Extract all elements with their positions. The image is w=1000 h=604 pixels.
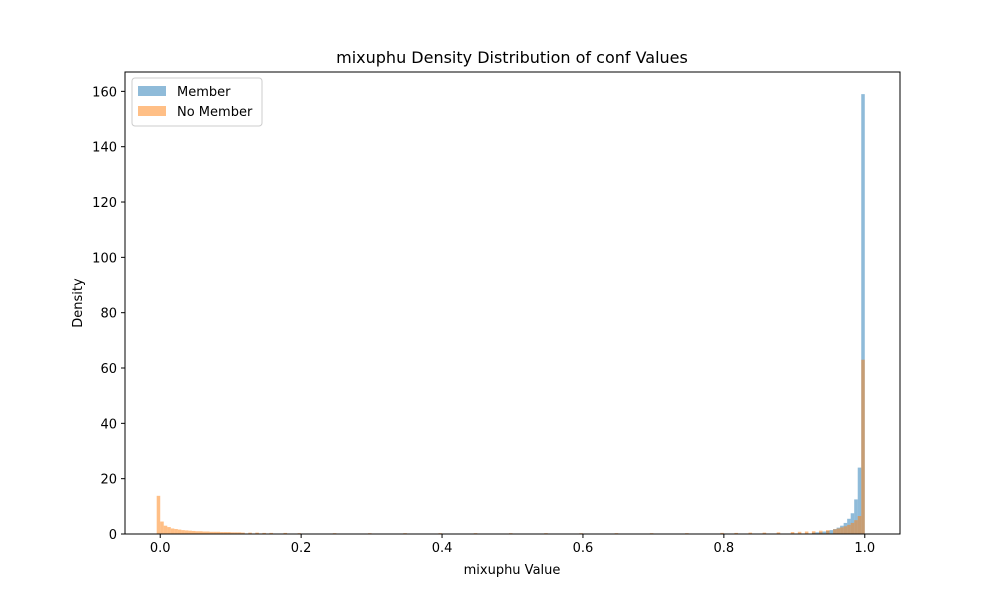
bar-no-member bbox=[177, 529, 182, 534]
bar-no-member bbox=[167, 527, 171, 534]
bar-no-member bbox=[762, 532, 767, 534]
x-axis-ticks: 0.0 0.2 0.4 0.6 0.8 1.0 bbox=[150, 534, 875, 556]
bar-no-member bbox=[220, 532, 224, 534]
bar-no-member bbox=[748, 532, 753, 534]
bar-no-member bbox=[234, 532, 238, 534]
bar-no-member bbox=[797, 531, 802, 534]
y-tick-label: 20 bbox=[100, 473, 117, 488]
bar-no-member bbox=[195, 531, 199, 534]
bar-no-member bbox=[227, 532, 231, 534]
y-tick-label: 60 bbox=[100, 362, 117, 377]
y-tick-label: 40 bbox=[100, 417, 117, 432]
x-tick-label: 0.6 bbox=[573, 541, 594, 556]
y-tick-label: 0 bbox=[109, 528, 117, 543]
bar-no-member bbox=[283, 532, 288, 534]
bar-member bbox=[857, 467, 862, 534]
x-tick-label: 0.2 bbox=[291, 541, 312, 556]
legend: Member No Member bbox=[131, 77, 263, 127]
bar-no-member bbox=[198, 531, 203, 534]
bar-no-member bbox=[170, 528, 175, 534]
bar-no-member bbox=[213, 531, 217, 534]
bar-no-member bbox=[840, 527, 844, 534]
bar-no-member bbox=[790, 532, 795, 534]
bar-no-member bbox=[237, 532, 242, 534]
bar-member bbox=[861, 94, 865, 534]
bar-no-member bbox=[818, 530, 823, 534]
bar-no-member bbox=[836, 528, 841, 534]
bar-no-member bbox=[847, 524, 851, 534]
bar-no-member bbox=[156, 495, 161, 534]
bar-no-member bbox=[854, 520, 858, 534]
legend-label-member: Member bbox=[177, 85, 231, 100]
bar-no-member bbox=[163, 525, 168, 534]
legend-swatch-no-member bbox=[138, 106, 166, 116]
y-tick-label: 160 bbox=[92, 85, 117, 100]
x-tick-label: 0.8 bbox=[714, 541, 735, 556]
legend-label-no-member: No Member bbox=[177, 105, 253, 120]
bar-no-member bbox=[181, 530, 185, 534]
x-tick-label: 0.0 bbox=[150, 541, 171, 556]
bar-no-member bbox=[857, 516, 862, 534]
bar-no-member bbox=[230, 532, 235, 534]
bar-no-member bbox=[811, 531, 816, 534]
bar-no-member bbox=[850, 522, 855, 534]
plot-frame bbox=[124, 71, 901, 535]
y-tick-label: 80 bbox=[100, 307, 117, 322]
bar-no-member bbox=[188, 530, 192, 534]
bar-no-member bbox=[720, 532, 724, 534]
y-tick-label: 140 bbox=[92, 141, 117, 156]
bar-no-member bbox=[223, 532, 228, 534]
bar-no-member bbox=[826, 530, 830, 534]
bar-no-member bbox=[843, 526, 848, 534]
y-tick-label: 120 bbox=[92, 196, 117, 211]
bar-no-member bbox=[174, 529, 178, 534]
bar-no-member bbox=[804, 531, 809, 534]
bar-no-member bbox=[206, 531, 210, 534]
bar-member bbox=[822, 531, 827, 534]
y-axis-ticks: 0 20 40 60 80 100 120 140 160 bbox=[92, 85, 125, 543]
bar-no-member bbox=[833, 529, 837, 534]
bar-no-member bbox=[776, 532, 781, 534]
bar-no-member bbox=[269, 532, 273, 534]
bar-no-member bbox=[861, 359, 865, 534]
y-tick-label: 100 bbox=[92, 251, 117, 266]
bar-member bbox=[829, 530, 834, 534]
x-tick-label: 1.0 bbox=[854, 541, 875, 556]
bar-no-member bbox=[160, 521, 164, 534]
bar-no-member bbox=[184, 530, 189, 534]
bar-member bbox=[815, 532, 819, 534]
bar-no-member bbox=[209, 531, 214, 534]
bar-no-member bbox=[241, 532, 245, 534]
series-no-member-bars bbox=[156, 359, 865, 534]
bar-no-member bbox=[216, 531, 221, 534]
bar-no-member bbox=[202, 531, 207, 534]
bar-no-member bbox=[248, 532, 252, 534]
bar-no-member bbox=[262, 532, 266, 534]
bar-no-member bbox=[255, 532, 259, 534]
bar-no-member bbox=[734, 532, 738, 534]
chart-title: mixuphu Density Distribution of conf Val… bbox=[336, 48, 688, 67]
bar-member bbox=[854, 499, 858, 534]
bar-no-member bbox=[191, 530, 196, 534]
x-axis-label: mixuphu Value bbox=[464, 563, 561, 578]
y-axis-label: Density bbox=[71, 278, 86, 328]
x-tick-label: 0.4 bbox=[432, 541, 453, 556]
legend-swatch-member bbox=[138, 86, 166, 96]
